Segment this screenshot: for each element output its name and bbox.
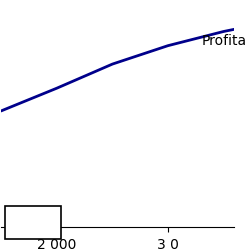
Text: Profita: Profita xyxy=(200,34,245,48)
